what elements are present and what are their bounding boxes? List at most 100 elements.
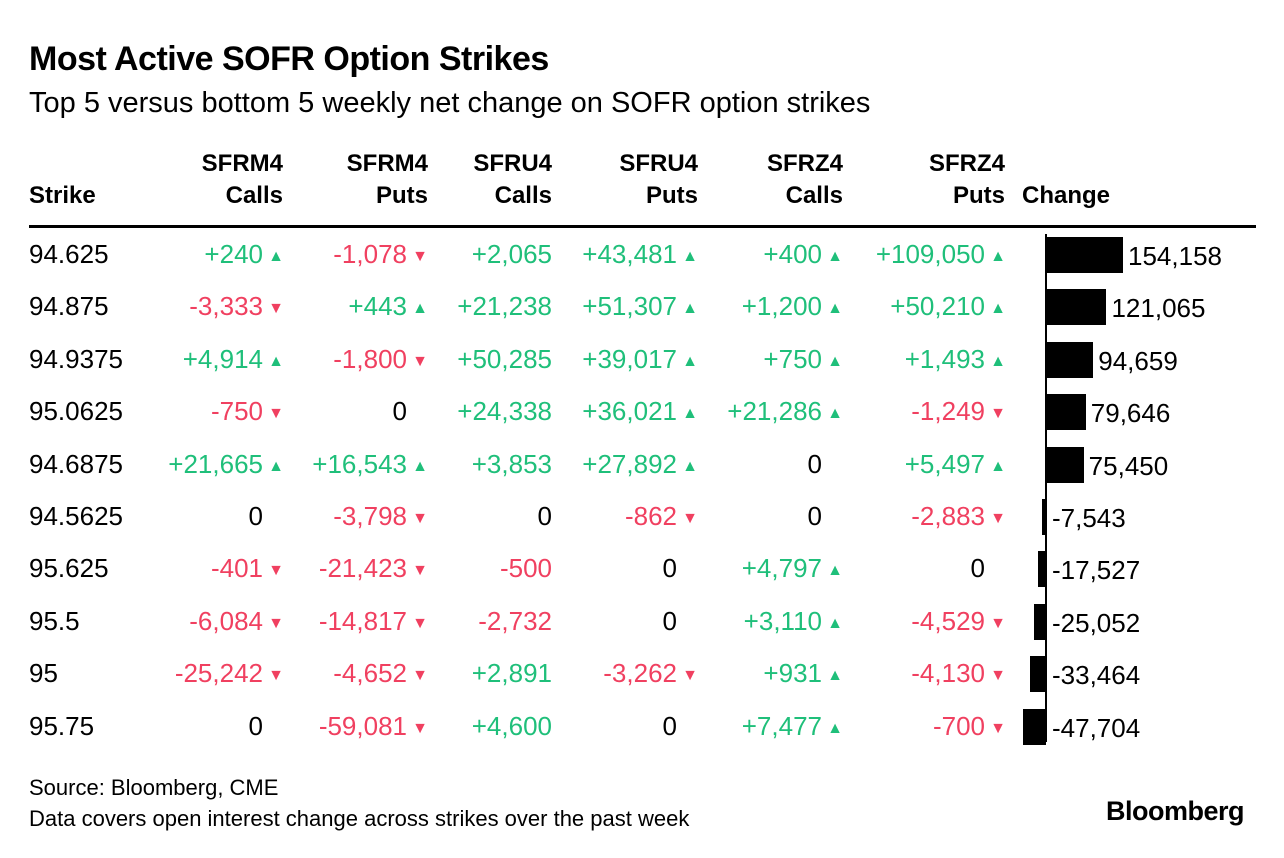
value-text: -2,732 bbox=[478, 605, 552, 636]
up-arrow-icon: ▲ bbox=[682, 352, 698, 370]
value-text: -700 bbox=[932, 710, 985, 741]
value-text: +21,286 bbox=[727, 396, 822, 427]
header-change: Change bbox=[1022, 182, 1111, 209]
change-bar bbox=[1046, 237, 1123, 273]
value-cell: -700 ▼ bbox=[859, 700, 1009, 752]
value-text: +21,238 bbox=[457, 291, 552, 322]
down-arrow-icon: ▼ bbox=[412, 562, 428, 580]
value-text: -4,529 bbox=[911, 605, 985, 636]
header-sfrz4-puts: SFRZ4 Puts bbox=[860, 148, 1005, 212]
value-cell: -25,242 ▼ bbox=[137, 647, 287, 699]
header-line2: Puts bbox=[375, 182, 428, 209]
value-cell: -862 ▼ bbox=[551, 490, 701, 542]
value-cell: +4,914 ▲ bbox=[137, 333, 287, 385]
down-arrow-icon: ▼ bbox=[990, 405, 1006, 423]
value-cell: +16,543 ▲ bbox=[281, 438, 431, 490]
change-bar bbox=[1046, 341, 1094, 378]
value-cell: -21,423 ▼ bbox=[281, 542, 431, 594]
table-row: 94.6875 +21,665 ▲ +16,543 ▲ +3,853 +27,892 ▲ 0 +5… bbox=[0, 438, 1284, 490]
value-cell: 0 bbox=[527, 700, 677, 752]
down-arrow-icon: ▼ bbox=[990, 719, 1006, 737]
value-text: +2,891 bbox=[471, 658, 552, 689]
value-text: -500 bbox=[499, 553, 552, 584]
up-arrow-icon: ▲ bbox=[990, 248, 1006, 265]
value-cell: 0 bbox=[257, 385, 407, 437]
value-cell: +39,017 ▲ bbox=[551, 333, 701, 385]
down-arrow-icon: ▼ bbox=[412, 248, 428, 265]
value-cell: -2,883 ▼ bbox=[859, 490, 1009, 542]
up-arrow-icon: ▲ bbox=[682, 248, 698, 265]
header-line2: Calls bbox=[225, 182, 283, 209]
change-bar bbox=[1037, 551, 1046, 588]
up-arrow-icon: ▲ bbox=[827, 248, 843, 265]
strike-cell: 94.9375 bbox=[29, 343, 123, 374]
value-text: -4,652 bbox=[333, 658, 407, 689]
up-arrow-icon: ▲ bbox=[827, 300, 843, 318]
value-cell: +51,307 ▲ bbox=[551, 280, 701, 332]
change-bar bbox=[1046, 289, 1107, 326]
value-text: 0 bbox=[248, 501, 263, 531]
strike-cell: 94.6875 bbox=[29, 448, 123, 479]
header-line2: Puts bbox=[952, 182, 1005, 209]
value-text: -25,242 bbox=[174, 658, 263, 689]
value-cell: +50,285 bbox=[402, 333, 552, 385]
up-arrow-icon: ▲ bbox=[990, 300, 1006, 318]
up-arrow-icon: ▲ bbox=[827, 352, 843, 370]
change-bar bbox=[1033, 603, 1046, 640]
value-text: -3,333 bbox=[189, 291, 263, 322]
value-cell: +7,477 ▲ bbox=[696, 700, 846, 752]
strike-cell: 95.5 bbox=[29, 605, 80, 636]
header-line1: SFRZ4 bbox=[928, 150, 1005, 177]
value-cell: +21,665 ▲ bbox=[137, 438, 287, 490]
value-cell: 0 bbox=[527, 542, 677, 594]
value-text: -1,249 bbox=[911, 396, 985, 427]
header-line2: Calls bbox=[785, 182, 843, 209]
value-cell: 0 bbox=[835, 542, 985, 594]
value-text: +50,210 bbox=[890, 291, 985, 322]
value-cell: -3,333 ▼ bbox=[137, 280, 287, 332]
value-cell: -1,800 ▼ bbox=[281, 333, 431, 385]
table-row: 95.5 -6,084 ▼ -14,817 ▼ -2,732 0 +3,110 ▲ -4,529 ▼… bbox=[0, 595, 1284, 647]
up-arrow-icon: ▲ bbox=[827, 405, 843, 423]
value-text: -750 bbox=[210, 396, 263, 427]
value-text: +3,110 bbox=[743, 605, 822, 636]
table-row: 94.875 -3,333 ▼ +443 ▲ +21,238 +51,307 ▲ +1,200 ▲… bbox=[0, 280, 1284, 332]
value-cell: +4,600 bbox=[402, 700, 552, 752]
value-text: +931 bbox=[763, 658, 822, 689]
change-label: -47,704 bbox=[1052, 712, 1141, 743]
value-cell: +3,853 bbox=[402, 438, 552, 490]
change-label: -33,464 bbox=[1052, 660, 1141, 691]
value-cell: 0 bbox=[672, 438, 822, 490]
value-text: 0 bbox=[807, 501, 822, 531]
value-text: +443 bbox=[348, 291, 407, 322]
value-text: -21,423 bbox=[318, 553, 407, 584]
value-text: -6,084 bbox=[189, 605, 263, 636]
value-text: +36,021 bbox=[582, 396, 677, 427]
value-text: +109,050 bbox=[875, 239, 985, 269]
header-sfru4-calls: SFRU4 Calls bbox=[440, 148, 552, 212]
header-strike: Strike bbox=[29, 182, 96, 209]
value-text: +4,914 bbox=[182, 343, 263, 374]
value-text: -1,800 bbox=[333, 343, 407, 374]
value-cell: -4,529 ▼ bbox=[859, 595, 1009, 647]
header-line1: SFRM4 bbox=[346, 150, 428, 177]
down-arrow-icon: ▼ bbox=[268, 614, 284, 632]
change-label: 75,450 bbox=[1088, 450, 1169, 481]
value-cell: +750 ▲ bbox=[696, 333, 846, 385]
header-line1: SFRU4 bbox=[619, 150, 698, 177]
value-cell: 0 bbox=[113, 490, 263, 542]
table-row: 95.0625 -750 ▼ 0 +24,338 +36,021 ▲ +21,286 ▲ -1,2… bbox=[0, 385, 1284, 437]
value-text: +7,477 bbox=[741, 710, 822, 741]
change-bar bbox=[1042, 499, 1046, 535]
chart-subtitle: Top 5 versus bottom 5 weekly net change … bbox=[29, 87, 871, 119]
value-cell: +50,210 ▲ bbox=[859, 280, 1009, 332]
down-arrow-icon: ▼ bbox=[990, 667, 1006, 685]
down-arrow-icon: ▼ bbox=[268, 667, 284, 685]
up-arrow-icon: ▲ bbox=[990, 457, 1006, 475]
change-label: 121,065 bbox=[1111, 293, 1206, 324]
header-sfrm4-puts: SFRM4 Puts bbox=[290, 148, 428, 212]
value-text: -3,262 bbox=[603, 658, 677, 689]
value-cell: +931 ▲ bbox=[696, 647, 846, 699]
up-arrow-icon: ▲ bbox=[682, 300, 698, 318]
value-text: -14,817 bbox=[318, 605, 407, 636]
